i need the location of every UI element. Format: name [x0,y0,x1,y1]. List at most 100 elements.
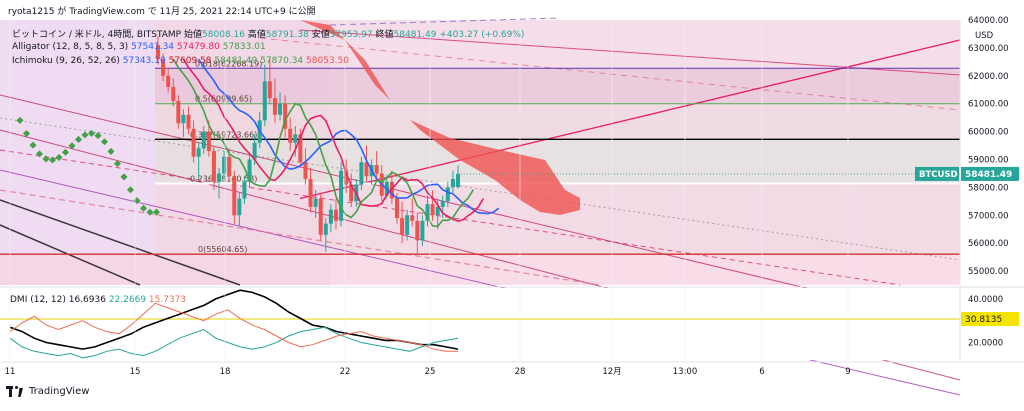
alligator-lips-line [172,58,474,228]
candle-body [308,179,313,207]
candle-body [191,128,196,157]
alligator [172,58,500,228]
history-marker [48,156,57,164]
candle-body [415,220,420,241]
tradingview-logo[interactable]: TradingView [6,386,89,397]
dmi-threshold-tag [961,311,1019,326]
candle-body [222,156,227,174]
candle-body [247,159,252,182]
high-label: 高値 [247,30,266,40]
price-axis-label: 64000.00 [968,16,1009,26]
channel-line [259,37,961,111]
price-axis-label: 58000.00 [968,183,1009,193]
kumo-cloud-bear [300,20,580,215]
history-marker [113,160,122,168]
fib-level-label: 0.382(59723.66) [190,130,257,139]
candle-body [196,148,201,157]
candle-body [374,165,379,174]
history-marker [35,150,44,158]
symbol-ohlc-line: ビットコイン / 米ドル, 4時間, BITSTAMP 始値58008.16 高… [12,27,524,40]
candle-body [445,187,450,202]
alligator-jaw-line [198,58,500,215]
tradingview-logo-icon [6,386,24,397]
candle-body [227,156,232,177]
close-value: 58481.49 [393,30,437,40]
rising-trendline [299,39,961,200]
candle-body [298,134,303,163]
fib-level-label: 0.5(60999.65) [195,95,252,104]
alligator-label: Alligator (12, 8, 5, 8, 5, 3) [12,42,129,52]
dmi-axis-label: 40.0000 [968,295,1003,305]
candle-body [420,220,425,241]
ichimoku-legend[interactable]: Ichimoku (9, 26, 52, 26) 57343.10 57609.… [12,56,349,66]
candle-body [242,181,247,199]
history-marker [94,132,102,140]
channel-line [0,224,141,286]
time-axis-label: 15 [130,367,141,377]
fib-level-label: 0(55604.65) [198,245,248,254]
price-axis-label: 59000.00 [968,155,1009,165]
dmi-pane-bg [0,288,960,360]
channel-line [0,199,241,286]
candle-body [410,215,415,221]
open-value: 58008.16 [202,30,245,40]
alligator-legend[interactable]: Alligator (12, 8, 5, 8, 5, 3) 57541.34 5… [12,42,266,52]
ichimoku-value-1: 57343.10 [122,56,166,66]
price-axis-label: 55000.00 [968,267,1009,277]
dmi-legend[interactable]: DMI (12, 12) 16.6936 22.2669 15.7373 [10,295,186,305]
candle-body [333,209,338,221]
alligator-lips-value: 57833.01 [222,42,266,52]
symbol-tag-label: BTCUSD [919,170,958,180]
channel-line [299,29,961,76]
candle-body [252,142,257,160]
candle-body [318,198,323,235]
alligator-teeth-line [182,58,485,223]
channel-line [0,149,901,286]
candle-body [293,134,298,143]
time-axis-label: 12月 [602,367,621,377]
candle-body [186,114,191,129]
candle-body [339,170,344,221]
bottom-zone [0,254,960,285]
channel-line [0,189,601,286]
history-marker [87,129,96,137]
dmi-plus-value: 22.2669 [108,295,147,305]
history-marker [22,130,31,138]
time-axis-label: 6 [759,367,764,377]
price-axis-label: 60000.00 [968,128,1009,138]
last-price-tag [961,166,1019,181]
candle-body [176,100,181,124]
dmi-minus-line [9,302,458,352]
time-axis-label: 22 [340,367,351,377]
candle-body [440,201,445,207]
dmi-label: DMI (12, 12) [10,295,66,305]
fib-zone [155,68,960,104]
low-value: 57953.97 [329,30,373,40]
history-marker [81,131,89,139]
history-marker [146,208,154,216]
dmi-axis-label: 20.0000 [968,339,1003,349]
ichimoku-value-3: 58481.49 [214,56,258,66]
candle-body [313,198,318,207]
ichimoku-label: Ichimoku (9, 26, 52, 26) [12,56,120,66]
price-axis: 55000.00 56000.00 57000.00 58000.00 59000.00… [458,16,1019,277]
fib-zone-top [155,20,960,69]
candle-body [328,209,333,224]
price-axis-label: 56000.00 [968,239,1009,249]
candle-body [171,86,176,101]
candle-body [450,179,455,188]
history-marker [29,141,37,149]
candle-body [156,45,160,60]
history-marker [100,138,109,146]
dmi-adx-value: 16.6936 [68,295,106,305]
history-marker [61,148,70,156]
history-marker [74,135,83,143]
dmi-threshold-label: 30.8135 [965,315,1002,325]
publisher-line: ryota1215 が TradingView.com で 11月 25, 20… [8,7,316,17]
candle-body [430,204,435,216]
price-axis-label: 57000.00 [968,211,1009,221]
time-axis-label: 13:00 [673,367,698,377]
